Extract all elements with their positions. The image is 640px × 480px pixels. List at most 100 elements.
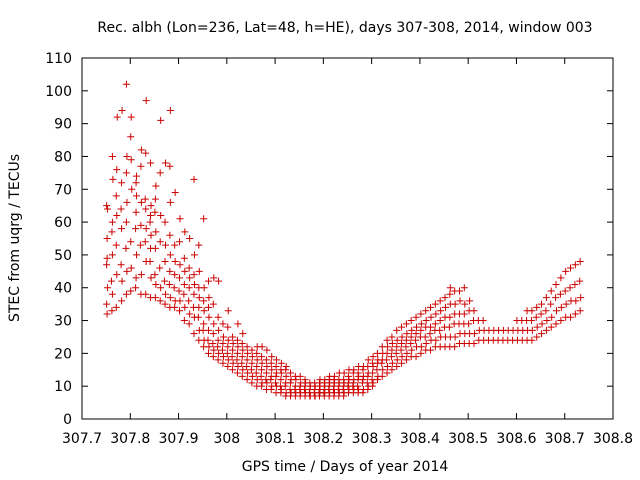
data-point-marker xyxy=(552,294,560,302)
data-point-marker xyxy=(233,369,241,377)
data-point-marker xyxy=(171,271,179,279)
data-point-marker xyxy=(538,330,546,338)
data-point-marker xyxy=(388,359,396,367)
data-point-marker xyxy=(238,340,246,348)
data-point-marker xyxy=(379,366,387,374)
data-point-marker xyxy=(147,202,155,210)
data-point-marker xyxy=(142,149,150,157)
data-point-marker xyxy=(146,218,154,226)
data-point-marker xyxy=(364,356,372,364)
data-point-marker xyxy=(176,215,184,223)
data-point-marker xyxy=(412,330,420,338)
data-point-marker xyxy=(210,320,218,328)
data-point-marker xyxy=(204,277,212,285)
data-point-marker xyxy=(542,326,550,334)
x-tick-label: 308.8 xyxy=(593,431,633,447)
data-point-marker xyxy=(108,251,116,259)
data-point-marker xyxy=(238,372,246,380)
data-point-marker xyxy=(219,359,227,367)
data-point-marker xyxy=(451,300,459,308)
data-point-marker xyxy=(388,333,396,341)
data-point-marker xyxy=(557,303,565,311)
data-point-marker xyxy=(190,271,198,279)
data-point-marker xyxy=(548,313,556,321)
data-point-marker xyxy=(209,300,217,308)
data-point-marker xyxy=(122,244,130,252)
y-tick-label: 10 xyxy=(54,379,72,395)
data-point-marker xyxy=(542,307,550,315)
data-point-marker xyxy=(417,349,425,357)
data-point-marker xyxy=(166,107,174,115)
data-point-marker xyxy=(122,80,130,88)
data-point-marker xyxy=(552,320,560,328)
data-point-marker xyxy=(161,218,169,226)
data-point-marker xyxy=(301,376,309,384)
data-point-marker xyxy=(384,343,392,351)
data-point-marker xyxy=(108,228,116,236)
y-tick-label: 30 xyxy=(54,314,72,330)
x-tick-label: 308.2 xyxy=(303,431,343,447)
data-point-marker xyxy=(571,280,579,288)
data-point-marker xyxy=(104,205,112,213)
data-point-marker xyxy=(465,320,473,328)
data-point-marker xyxy=(277,385,285,393)
y-tick-label: 100 xyxy=(45,84,72,100)
data-point-marker xyxy=(123,198,131,206)
data-point-marker xyxy=(263,346,271,354)
data-point-marker xyxy=(180,290,188,298)
data-point-marker xyxy=(103,261,111,269)
data-point-marker xyxy=(127,287,135,295)
data-point-marker xyxy=(460,284,468,292)
data-point-marker xyxy=(441,294,449,302)
data-point-marker xyxy=(219,333,227,341)
data-point-marker xyxy=(426,330,434,338)
data-point-marker xyxy=(413,323,421,331)
data-point-marker xyxy=(422,317,430,325)
data-point-marker xyxy=(398,333,406,341)
data-point-marker xyxy=(195,267,203,275)
data-point-marker xyxy=(156,238,164,246)
data-point-marker xyxy=(214,356,222,364)
y-tick-label: 80 xyxy=(54,149,72,165)
data-point-marker xyxy=(538,320,546,328)
data-point-marker xyxy=(234,320,242,328)
data-point-marker xyxy=(408,326,416,334)
data-point-marker xyxy=(571,310,579,318)
data-point-marker xyxy=(542,294,550,302)
data-point-marker xyxy=(147,212,155,220)
data-point-marker xyxy=(200,320,208,328)
data-point-marker xyxy=(186,274,194,282)
data-point-marker xyxy=(185,284,193,292)
data-point-marker xyxy=(572,297,580,305)
data-point-marker xyxy=(412,313,420,321)
data-point-marker xyxy=(388,346,396,354)
x-tick-label: 308.3 xyxy=(352,431,392,447)
data-point-marker xyxy=(537,310,545,318)
data-point-marker xyxy=(244,349,252,357)
data-point-marker xyxy=(461,300,469,308)
data-point-marker xyxy=(243,356,251,364)
data-point-marker xyxy=(533,303,541,311)
data-point-marker xyxy=(157,116,165,124)
data-point-marker xyxy=(152,280,160,288)
data-point-marker xyxy=(194,313,202,321)
data-point-marker xyxy=(417,343,425,351)
data-point-marker xyxy=(388,366,396,374)
data-point-marker xyxy=(133,251,141,259)
data-point-marker xyxy=(233,356,241,364)
data-point-marker xyxy=(113,113,121,121)
data-point-marker xyxy=(393,356,401,364)
data-point-marker xyxy=(403,330,411,338)
data-point-marker xyxy=(200,297,208,305)
data-point-marker xyxy=(214,313,222,321)
data-point-marker xyxy=(547,287,555,295)
data-point-marker xyxy=(267,359,275,367)
data-point-marker xyxy=(176,307,184,315)
data-point-marker xyxy=(204,336,212,344)
data-point-marker xyxy=(215,277,223,285)
data-point-marker xyxy=(257,372,265,380)
data-point-marker xyxy=(176,261,184,269)
data-point-marker xyxy=(151,208,159,216)
data-point-marker xyxy=(387,353,395,361)
data-point-marker xyxy=(455,287,463,295)
